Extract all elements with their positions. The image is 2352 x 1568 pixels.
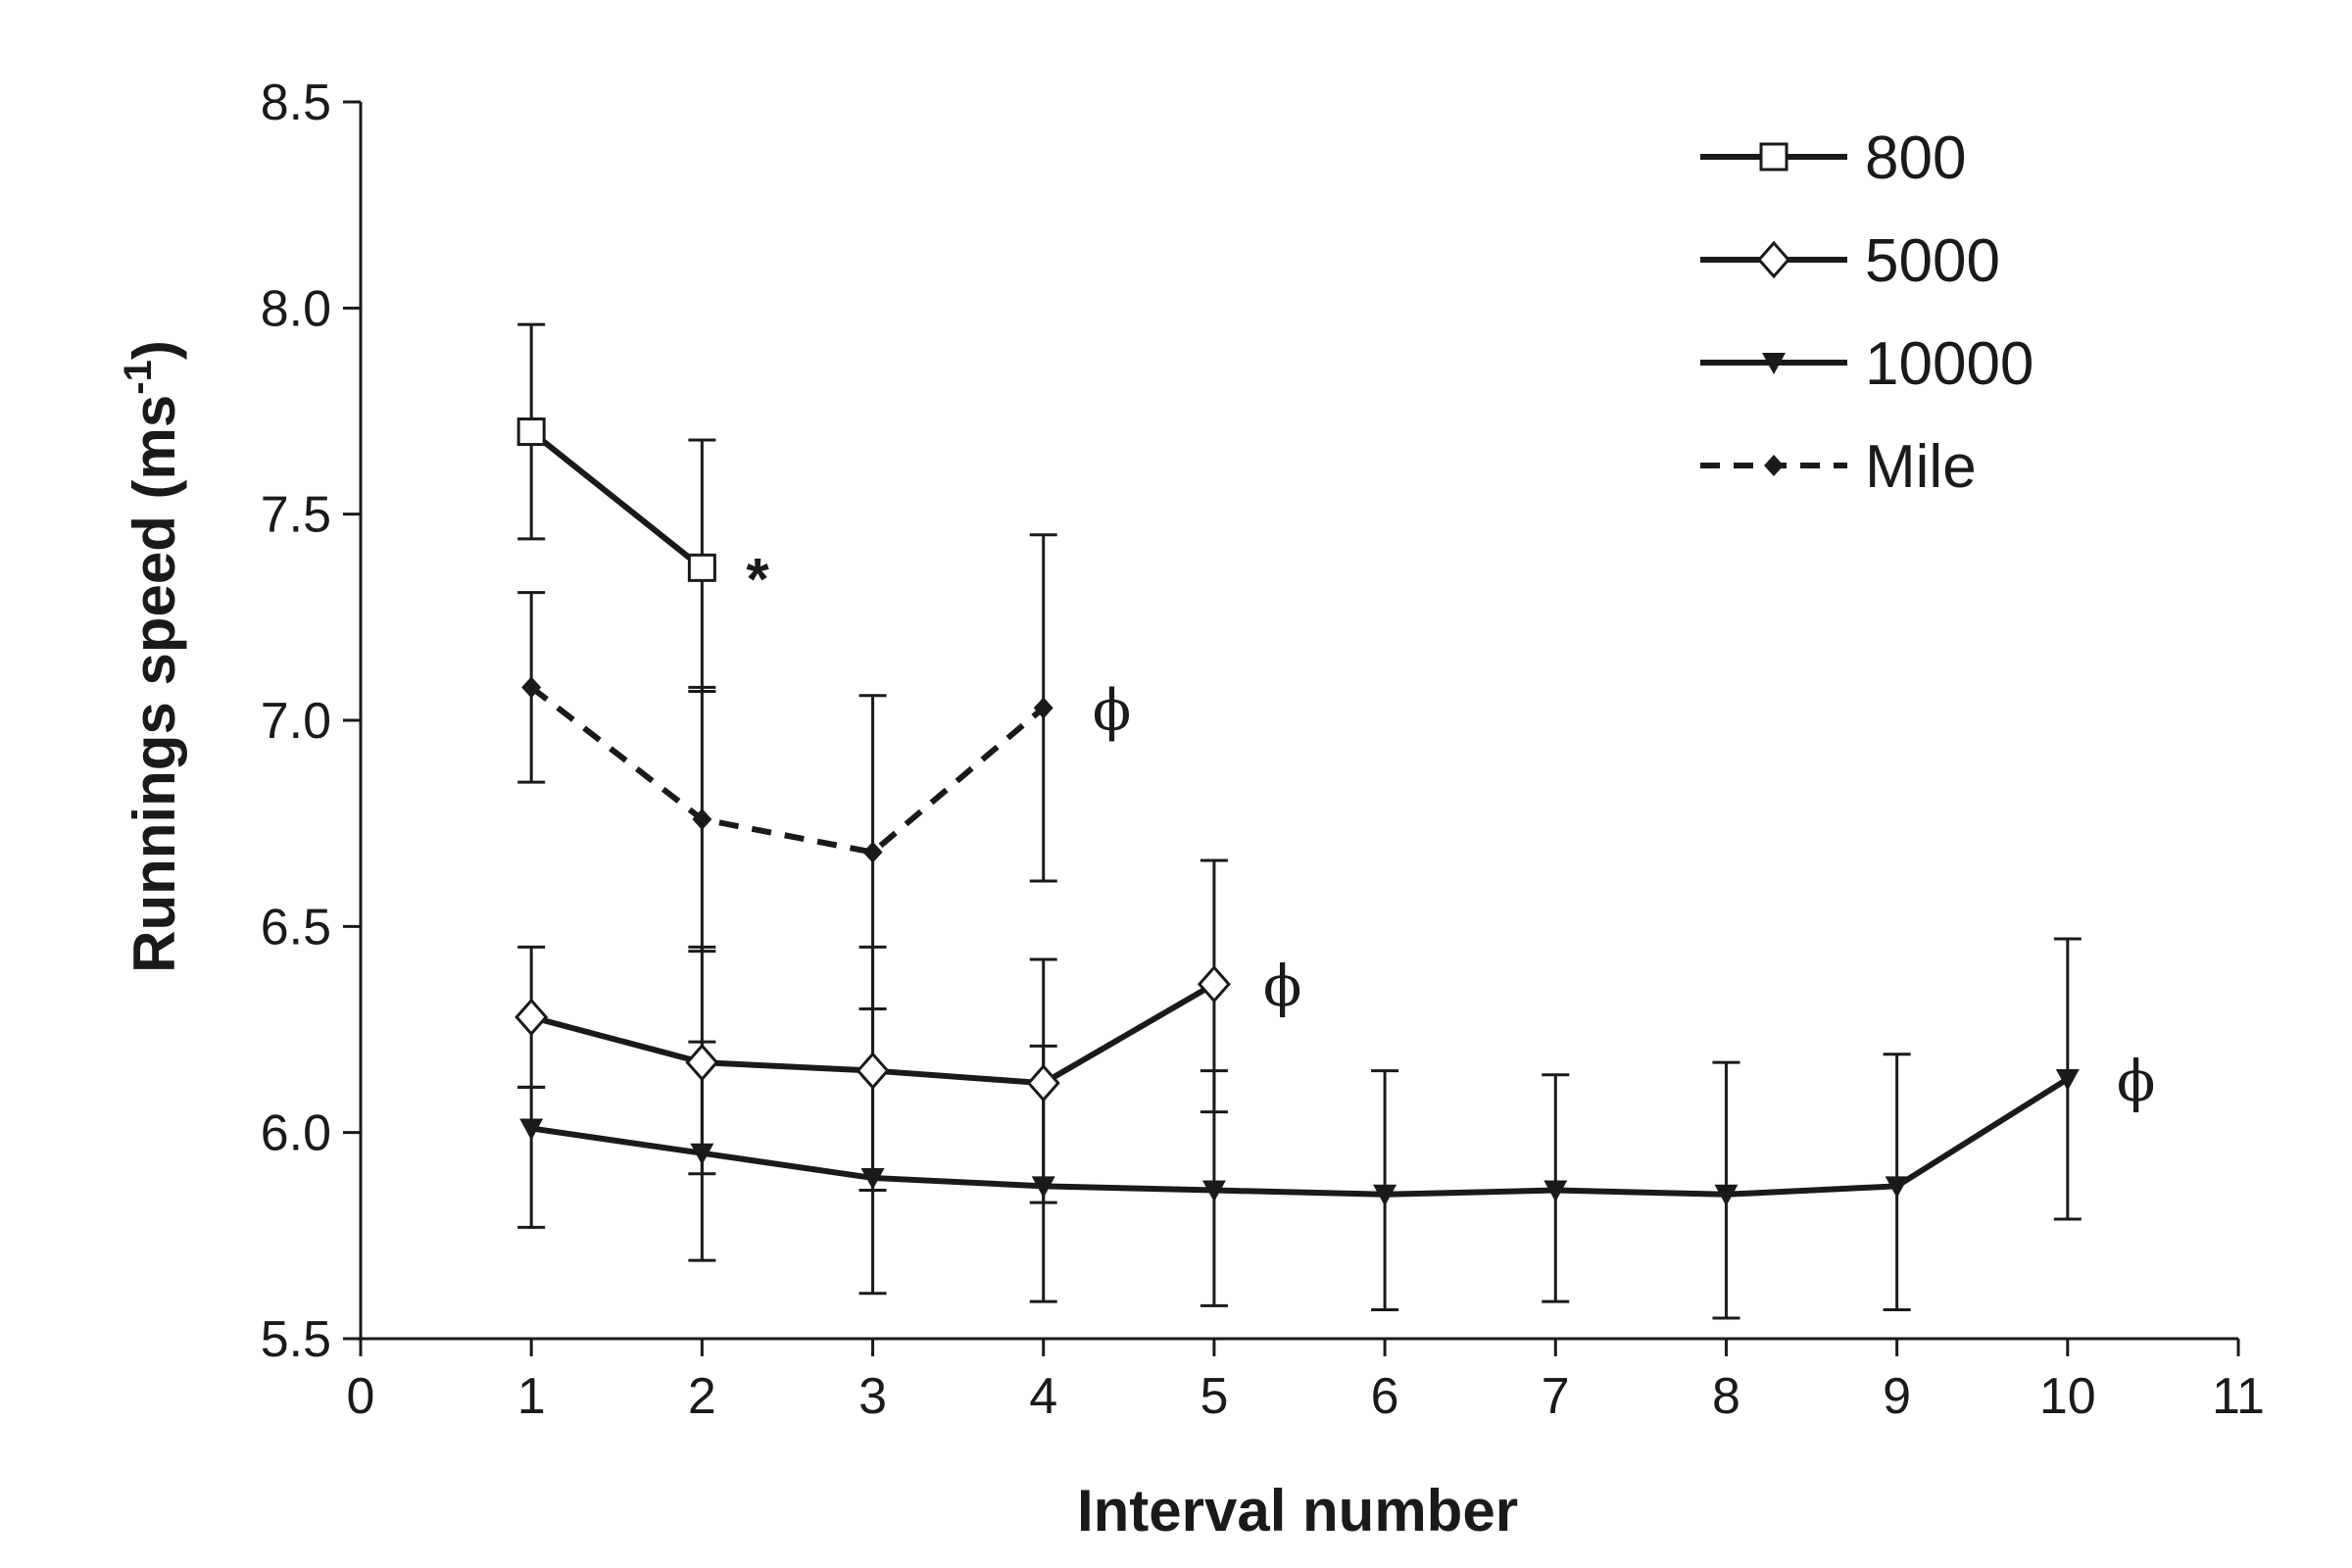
series-5000-point (1197, 964, 1231, 1004)
x-tick-label: 6 (1371, 1368, 1399, 1425)
series-10000-point (2055, 1068, 2080, 1091)
x-axis-title: Interval number (1077, 1478, 1518, 1544)
series-10000-point (1373, 1184, 1397, 1206)
error-bars (517, 322, 2082, 1320)
series-mile-point (1033, 697, 1054, 719)
y-axis-title: Runnings speed (ms-1) (117, 340, 187, 973)
legend-label: Mile (1865, 433, 1977, 501)
y-tick-label: 8.5 (261, 74, 331, 131)
legend-item-800: 800 (1700, 124, 1966, 192)
x-tick-label: 9 (1883, 1368, 1911, 1425)
y-tick-label: 7.0 (261, 693, 331, 750)
series-10000-point (1714, 1184, 1739, 1206)
series-10000-point (860, 1167, 885, 1190)
x-tick-label: 3 (858, 1368, 887, 1425)
y-tick-label: 6.5 (261, 899, 331, 956)
series-10000-point (1031, 1176, 1055, 1199)
series-mile-line (529, 684, 1046, 856)
x-tick-label: 4 (1029, 1368, 1057, 1425)
legend-label: 5000 (1865, 227, 2000, 295)
series-10000-point (1201, 1180, 1226, 1202)
series-mile-point (862, 841, 883, 863)
series-markers (514, 417, 2080, 1206)
y-axis-title-main: Runnings speed (ms (122, 395, 187, 973)
legend-item-mile: Mile (1700, 433, 1977, 501)
series-10000-point (690, 1143, 714, 1165)
series-5000-annotation: ϕ (1263, 953, 1302, 1019)
series-5000-point (685, 1043, 719, 1082)
x-tick-label: 8 (1712, 1368, 1740, 1425)
x-tick-label: 11 (2212, 1368, 2265, 1425)
legend-item-10000: 10000 (1700, 330, 2034, 398)
series-800-annotation: * (746, 546, 769, 612)
x-tick-label: 2 (688, 1368, 716, 1425)
y-tick-label: 6.0 (261, 1105, 331, 1162)
legend-swatch-marker (1756, 240, 1791, 279)
axes: 5.5 6.0 6.5 7.0 7.5 8.0 8.5 0 1 2 3 4 5 6 7 8 9 10 11 (261, 74, 2265, 1425)
annotations: * ϕ ϕ ϕ (746, 546, 2155, 1114)
y-tick-label: 5.5 (261, 1311, 331, 1368)
legend-label: 10000 (1865, 330, 2034, 398)
series-mile-point (692, 808, 712, 830)
y-axis-title-superscript: -1 (117, 360, 160, 395)
series-10000-line (530, 1076, 2070, 1198)
series-10000-error-bar (858, 1006, 887, 1296)
series-800-point (687, 553, 716, 582)
series-10000-point (1544, 1180, 1568, 1202)
series-10000-error-bar (517, 1085, 546, 1229)
series-mile-point (521, 676, 542, 699)
x-tick-label: 0 (347, 1368, 375, 1425)
y-tick-label: 8.0 (261, 280, 331, 337)
series-10000-point (519, 1118, 544, 1141)
series-800-line (529, 429, 705, 570)
legend-label: 800 (1865, 124, 1966, 192)
series-800-point (516, 417, 546, 447)
series-10000-annotation: ϕ (2117, 1048, 2156, 1114)
x-tick-label: 1 (517, 1368, 546, 1425)
series-5000-point (856, 1052, 890, 1090)
series-5000-point (514, 998, 549, 1037)
series-5000-point (1026, 1063, 1060, 1102)
x-tick-label: 5 (1200, 1368, 1228, 1425)
y-tick-label: 7.5 (261, 487, 331, 544)
legend-swatch-marker (1764, 455, 1784, 476)
legend-item-5000: 5000 (1700, 227, 2000, 295)
legend-swatch-marker (1759, 142, 1788, 172)
legend: 800 5000 10000 Mile (1700, 124, 2034, 501)
x-tick-label: 10 (2039, 1368, 2096, 1425)
series-10000-point (1885, 1176, 1909, 1199)
y-axis-title-suffix: ) (122, 340, 187, 360)
series-mile-annotation: ϕ (1093, 676, 1132, 743)
legend-swatch-marker (1762, 353, 1786, 374)
x-tick-label: 7 (1542, 1368, 1570, 1425)
